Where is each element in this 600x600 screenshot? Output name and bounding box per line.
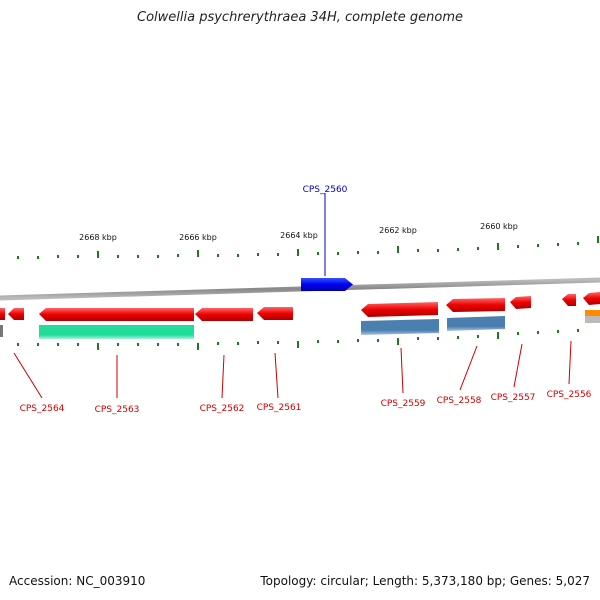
gene-arrow-forward[interactable] [301, 278, 353, 291]
gene-label-reverse: CPS_2557 [491, 393, 536, 403]
gene-arrow-reverse[interactable] [361, 302, 438, 317]
kbp-label: 2660 kbp [480, 222, 518, 231]
feature-bar-grey [0, 325, 3, 337]
gene-leader-lines [13, 340, 572, 399]
feature-bar-blue [447, 316, 505, 331]
gene-arrow-reverse[interactable] [195, 308, 253, 321]
gene-arrow-reverse[interactable] [39, 308, 194, 321]
feature-bar-green [39, 325, 194, 339]
inner-ticks [17, 329, 579, 350]
gene-arrow-reverse[interactable] [510, 296, 531, 309]
genome-backbone [0, 277, 600, 301]
feature-bar-blue [361, 319, 439, 335]
gene-label-reverse: CPS_2563 [95, 405, 140, 415]
gene-arrow-reverse[interactable] [562, 294, 576, 306]
genome-stats-text: Topology: circular; Length: 5,373,180 bp… [260, 574, 590, 588]
gene-label-reverse: CPS_2562 [200, 404, 245, 414]
feature-bar-grey [585, 316, 600, 323]
gene-label-reverse: CPS_2564 [20, 404, 65, 414]
gene-label-reverse: CPS_2559 [381, 399, 426, 409]
genome-title: Colwellia psychrerythraea 34H, complete … [137, 10, 463, 25]
kbp-label: 2666 kbp [179, 233, 217, 242]
gene-arrow-reverse[interactable] [8, 308, 24, 320]
gene-label-reverse: CPS_2556 [547, 390, 592, 400]
gene-label-reverse: CPS_2561 [257, 403, 302, 413]
kbp-label: 2664 kbp [280, 231, 318, 240]
gene-arrow-reverse[interactable] [0, 308, 5, 320]
feature-bar-orange [585, 310, 600, 316]
reverse-genes [0, 292, 600, 321]
gene-arrow-reverse[interactable] [583, 292, 600, 305]
gene-arrow-reverse[interactable] [446, 298, 505, 312]
accession-text: Accession: NC_003910 [9, 574, 146, 588]
kbp-label: 2662 kbp [379, 226, 417, 235]
gene-label-reverse: CPS_2558 [437, 396, 482, 406]
gene-arrow-reverse[interactable] [257, 307, 293, 320]
gene-label-forward: CPS_2560 [303, 185, 348, 195]
kbp-label: 2668 kbp [79, 233, 117, 242]
outer-ticks [17, 236, 599, 259]
